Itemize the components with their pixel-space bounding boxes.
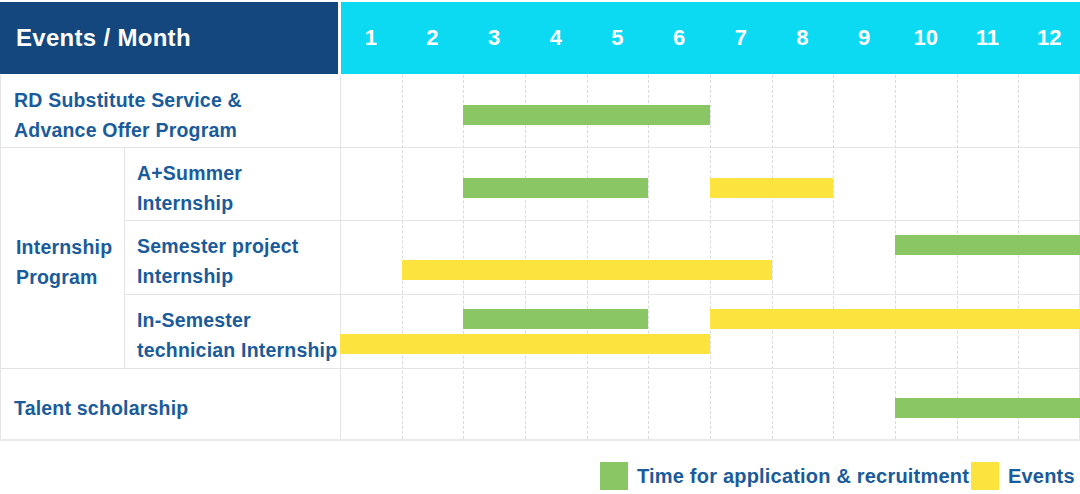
month-header-row: 123456789101112 — [341, 2, 1080, 74]
grid-line-month-7 — [772, 75, 773, 439]
legend-label-application: Time for application & recruitment — [637, 465, 969, 488]
row-label-line: Semester project — [137, 231, 340, 261]
table-header-events-month: Events / Month — [0, 2, 338, 74]
row-label-line: Talent scholarship — [14, 393, 340, 423]
bar-application-rd-substitute-service-advance-offer-program-m3-6 — [463, 105, 710, 125]
grid-line-table-bottom — [0, 439, 1080, 441]
month-label-10: 10 — [895, 2, 957, 74]
grid-line-month-2 — [463, 75, 464, 439]
grid-line-month-5 — [648, 75, 649, 439]
grid-line-label-chart-divider — [340, 75, 341, 439]
gantt-chart: Events / Month 123456789101112 RD Substi… — [0, 0, 1080, 494]
row-label-line: A+Summer — [137, 158, 340, 188]
bar-event-a-summer-internship-m7-8 — [710, 178, 833, 198]
row-label-line: technician Internship — [137, 335, 340, 365]
legend-item-events: Events — [971, 462, 1075, 490]
bar-event-semester-project-internship-m2-7 — [402, 260, 772, 280]
events-month-header-label: Events / Month — [16, 24, 191, 52]
row-label-line: Internship — [137, 261, 340, 291]
row-label-line: Advance Offer Program — [14, 115, 340, 145]
bar-event-in-semester-technician-internship-m1-6 — [340, 334, 710, 354]
month-label-12: 12 — [1018, 2, 1080, 74]
month-label-11: 11 — [957, 2, 1019, 74]
bar-application-talent-scholarship-m10-12 — [895, 398, 1080, 418]
row-label-talent-scholarship: Talent scholarship — [0, 368, 340, 439]
row-label-line: Program — [16, 262, 124, 292]
bar-application-in-semester-technician-internship-m3-5 — [463, 309, 648, 329]
bar-application-semester-project-internship-m10-12 — [895, 235, 1080, 255]
bar-application-a-summer-internship-m3-5 — [463, 178, 648, 198]
grid-line-month-4 — [587, 75, 588, 439]
row-label-line: In-Semester — [137, 305, 340, 335]
month-label-8: 8 — [772, 2, 834, 74]
group-label-internship-program: InternshipProgram — [0, 147, 124, 368]
month-label-5: 5 — [587, 2, 649, 74]
row-label-line: Internship — [137, 188, 340, 218]
legend-swatch-application-green — [600, 462, 628, 490]
month-label-1: 1 — [340, 2, 402, 74]
legend-item-application: Time for application & recruitment — [600, 462, 969, 490]
month-label-7: 7 — [710, 2, 772, 74]
grid-line-month-6 — [710, 75, 711, 439]
grid-line-month-10 — [957, 75, 958, 439]
grid-line-month-11 — [1018, 75, 1019, 439]
month-label-4: 4 — [525, 2, 587, 74]
month-label-6: 6 — [648, 2, 710, 74]
row-label-a-summer-internship: A+SummerInternship — [124, 147, 340, 220]
grid-line-month-9 — [895, 75, 896, 439]
row-label-line: Internship — [16, 232, 124, 262]
row-label-rd-substitute-service-advance-offer-program: RD Substitute Service &Advance Offer Pro… — [0, 75, 340, 147]
grid-line-month-8 — [833, 75, 834, 439]
row-label-in-semester-technician-internship: In-Semestertechnician Internship — [124, 294, 340, 368]
legend-swatch-events-yellow — [971, 462, 999, 490]
month-label-9: 9 — [833, 2, 895, 74]
grid-line-month-1 — [402, 75, 403, 439]
month-label-3: 3 — [463, 2, 525, 74]
bar-event-in-semester-technician-internship-m7-12 — [710, 309, 1080, 329]
row-label-semester-project-internship: Semester projectInternship — [124, 220, 340, 294]
legend-label-events: Events — [1008, 465, 1075, 488]
month-label-2: 2 — [402, 2, 464, 74]
row-label-line: RD Substitute Service & — [14, 85, 340, 115]
grid-line-month-3 — [525, 75, 526, 439]
